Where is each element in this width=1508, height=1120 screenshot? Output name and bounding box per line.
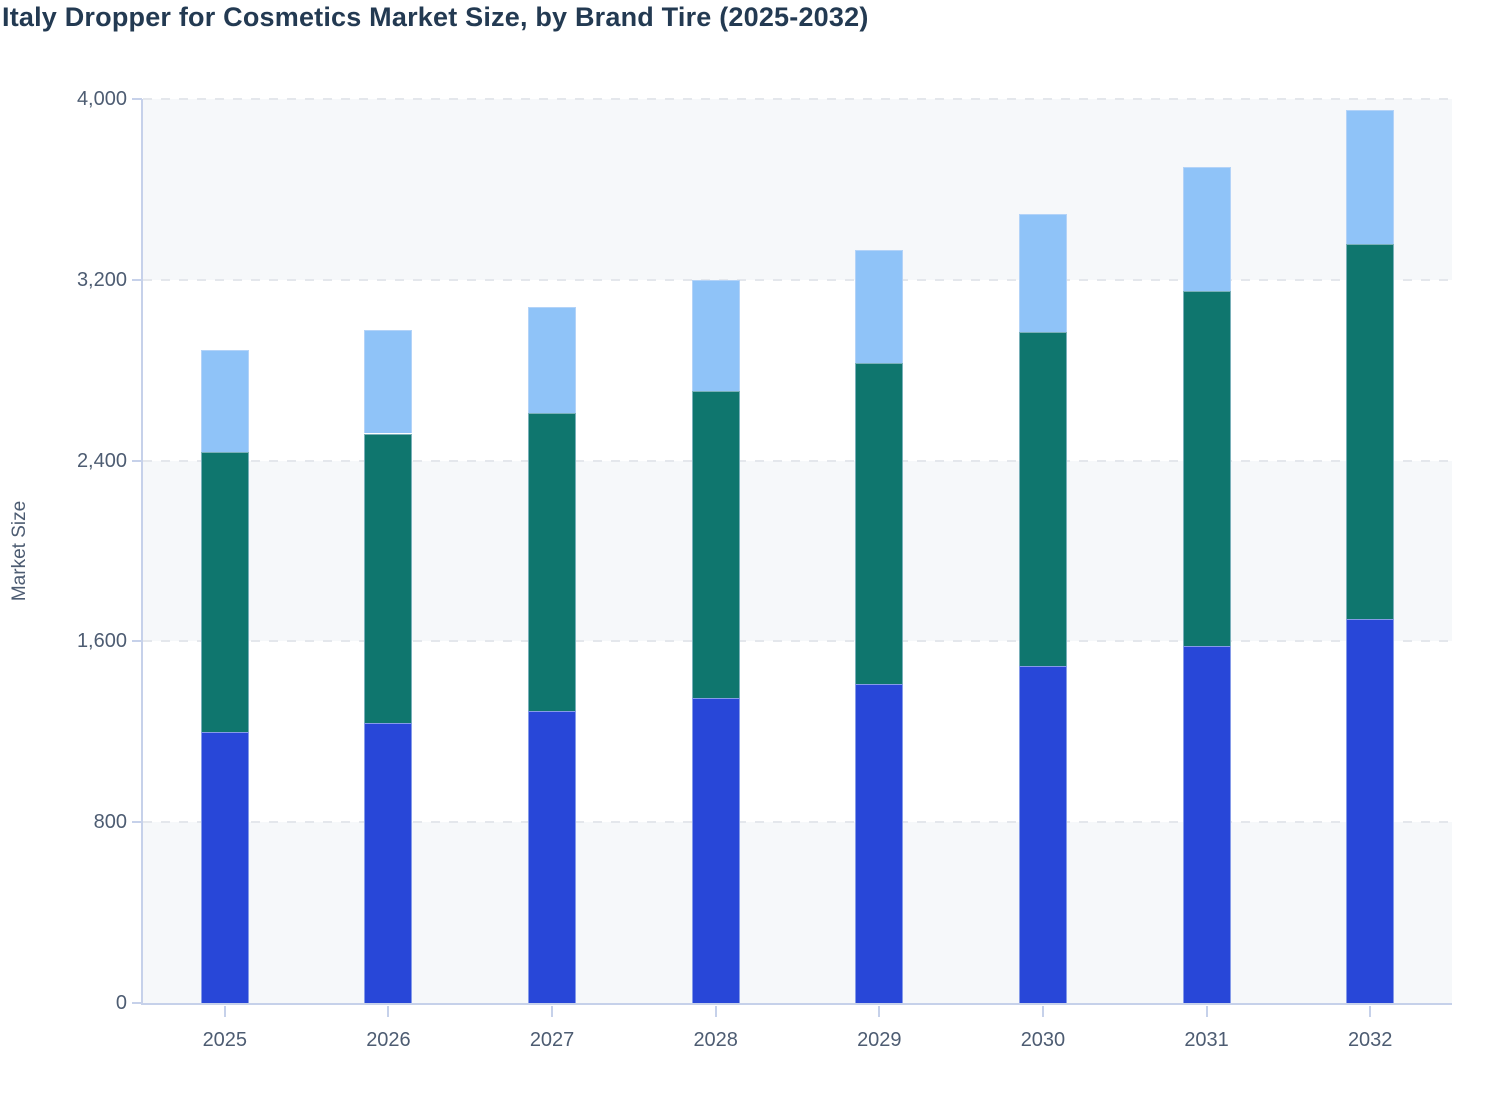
bar-2026-segment-top-light-blue — [364, 329, 413, 434]
y-tick-mark — [132, 640, 142, 643]
bar-2031-segment-top-light-blue — [1182, 166, 1231, 292]
x-tick-mark — [387, 1006, 390, 1017]
chart-title: Italy Dropper for Cosmetics Market Size,… — [2, 2, 869, 32]
bar-2029-segment-middle-teal — [855, 363, 904, 685]
y-tick-mark — [132, 98, 142, 100]
bar-2027-segment-top-light-blue — [528, 306, 577, 414]
y-tick-label: 0 — [115, 992, 127, 1014]
bar-2026-segment-middle-teal — [364, 433, 413, 723]
plot-band — [143, 822, 1452, 1003]
gridline — [143, 640, 1452, 643]
y-tick-mark — [132, 278, 142, 281]
bar-2032-segment-middle-teal — [1346, 243, 1395, 619]
gridline — [143, 278, 1452, 281]
bar-2031-segment-bottom-blue — [1182, 645, 1231, 1003]
bar-2025-segment-middle-teal — [200, 451, 249, 732]
x-tick-mark — [1205, 1006, 1208, 1017]
y-tick-label: 3,200 — [76, 268, 127, 291]
y-tick-label: 1,600 — [76, 630, 127, 653]
bar-2025 — [200, 99, 249, 1003]
y-axis-title: Market Size — [9, 500, 30, 602]
bar-2028-segment-bottom-blue — [691, 697, 740, 1003]
x-tick-mark — [551, 1006, 554, 1017]
bar-2032-segment-bottom-blue — [1346, 618, 1395, 1003]
x-tick-mark — [878, 1006, 881, 1017]
bar-2029-segment-top-light-blue — [855, 250, 904, 364]
bar-2029 — [855, 99, 904, 1003]
bar-2031 — [1182, 99, 1231, 1003]
y-tick-label: 2,400 — [76, 449, 127, 472]
x-tick-label-2025: 2025 — [202, 1029, 248, 1051]
x-axis-line — [141, 1003, 1452, 1005]
x-tick-label-2027: 2027 — [529, 1029, 575, 1051]
x-tick-label-2031: 2031 — [1184, 1029, 1229, 1051]
bar-2027 — [528, 99, 577, 1003]
x-tick-label-2029: 2029 — [857, 1029, 902, 1051]
bar-2032-segment-top-light-blue — [1346, 110, 1395, 244]
bar-2030-segment-bottom-blue — [1018, 666, 1067, 1003]
bar-2028-segment-top-light-blue — [691, 279, 740, 391]
plot-band — [143, 460, 1452, 642]
bar-2031-segment-middle-teal — [1182, 291, 1231, 646]
bar-2025-segment-bottom-blue — [200, 731, 249, 1003]
x-tick-label-2028: 2028 — [693, 1029, 738, 1051]
x-tick-label-2026: 2026 — [366, 1029, 411, 1051]
gridline — [143, 821, 1452, 824]
y-tick-mark — [132, 1002, 142, 1004]
y-tick-mark — [132, 459, 142, 462]
y-axis-line — [141, 99, 143, 1005]
x-tick-mark — [1369, 1006, 1372, 1017]
bar-2027-segment-middle-teal — [528, 413, 577, 712]
bar-2026 — [364, 99, 413, 1003]
x-tick-mark — [223, 1006, 226, 1017]
bar-2025-segment-top-light-blue — [200, 349, 249, 452]
bar-2028 — [691, 99, 740, 1003]
bar-2030-segment-top-light-blue — [1018, 214, 1067, 332]
plot-area — [143, 98, 1452, 1003]
plot-band — [143, 641, 1452, 823]
x-tick-mark — [1041, 1006, 1044, 1017]
x-tick-label-2032: 2032 — [1347, 1029, 1393, 1051]
plot-band — [143, 279, 1452, 461]
bar-2030 — [1018, 99, 1067, 1003]
bar-2028-segment-middle-teal — [691, 390, 740, 698]
x-tick-mark — [714, 1006, 717, 1017]
x-tick-label-2030: 2030 — [1020, 1029, 1066, 1051]
bar-2030-segment-middle-teal — [1018, 331, 1067, 667]
bar-2029-segment-bottom-blue — [855, 684, 904, 1003]
y-tick-label: 4,000 — [76, 88, 127, 110]
bar-2027-segment-bottom-blue — [528, 711, 577, 1003]
y-tick-mark — [132, 821, 142, 824]
plot-band — [143, 99, 1452, 280]
bar-2032 — [1346, 99, 1395, 1003]
bar-2026-segment-bottom-blue — [364, 722, 413, 1003]
gridline — [143, 98, 1452, 100]
gridline — [143, 459, 1452, 462]
y-tick-label: 800 — [93, 811, 127, 834]
